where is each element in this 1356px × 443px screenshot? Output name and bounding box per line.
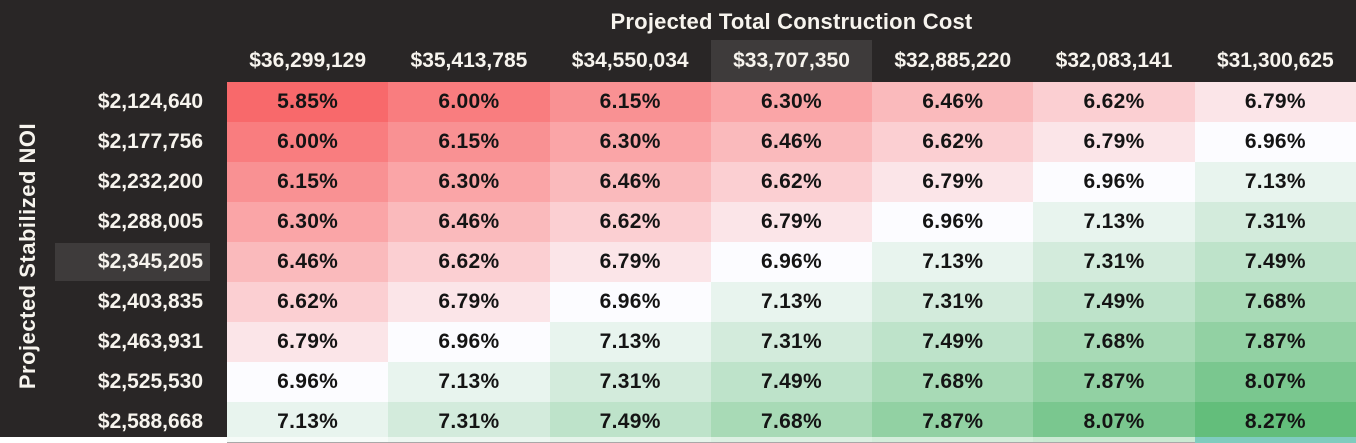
- heatmap-cell[interactable]: 7.87%: [872, 402, 1034, 442]
- heatmap-cell[interactable]: 7.31%: [388, 402, 550, 442]
- heatmap-cell[interactable]: 6.30%: [549, 122, 711, 162]
- heatmap-cell[interactable]: 6.79%: [549, 242, 711, 282]
- column-header[interactable]: $36,299,129: [249, 49, 367, 72]
- heatmap-cell[interactable]: 6.79%: [388, 282, 550, 322]
- heatmap-cell[interactable]: 6.96%: [227, 362, 389, 402]
- row-header-label: $2,588,668: [97, 410, 203, 433]
- row-header-label: $2,288,005: [97, 210, 203, 233]
- row-header[interactable]: $2,124,640: [0, 82, 227, 122]
- row-header[interactable]: $2,345,205: [0, 242, 227, 282]
- heatmap-cell[interactable]: 6.46%: [549, 162, 711, 202]
- heatmap-cell[interactable]: 8.27%: [1194, 402, 1356, 442]
- row-headers: $2,124,640 $2,177,756 $2,232,200 $2,288,005…: [0, 82, 227, 443]
- heatmap-cell[interactable]: 7.31%: [1194, 202, 1356, 242]
- heatmap-grid: 5.85% 6.00% 6.15% 6.30% 6.46% 6.62% 6.79% 6.00%…: [227, 82, 1356, 442]
- row-header[interactable]: $2,177,756: [0, 122, 227, 162]
- heatmap-cell[interactable]: 6.46%: [872, 82, 1034, 122]
- column-header[interactable]: $31,300,625: [1216, 49, 1334, 72]
- row-header-label: $2,124,640: [97, 90, 203, 113]
- heatmap-cell[interactable]: 5.85%: [227, 82, 389, 122]
- heatmap-cell[interactable]: 6.62%: [710, 162, 873, 202]
- heatmap-cell[interactable]: 8.07%: [1033, 402, 1195, 442]
- heatmap-cell[interactable]: 6.79%: [1194, 82, 1356, 122]
- heatmap-cell[interactable]: 6.00%: [227, 122, 389, 162]
- heatmap-cell[interactable]: 6.79%: [1033, 122, 1195, 162]
- heatmap-cell[interactable]: 7.49%: [1033, 282, 1195, 322]
- heatmap-cell[interactable]: 7.87%: [1194, 322, 1356, 362]
- row-header-label: $2,345,205: [97, 250, 203, 273]
- row-header[interactable]: $2,525,530: [0, 362, 227, 402]
- heatmap-cell[interactable]: 6.30%: [710, 82, 873, 122]
- row-header-label: $2,403,835: [97, 290, 203, 313]
- heatmap-cell[interactable]: 7.49%: [549, 402, 711, 442]
- column-header[interactable]: $33,707,350: [710, 40, 873, 82]
- heatmap-cell[interactable]: 6.30%: [388, 162, 550, 202]
- heatmap-cell[interactable]: 7.13%: [872, 242, 1034, 282]
- heatmap-cell[interactable]: 6.62%: [549, 202, 711, 242]
- row-header[interactable]: $2,232,200: [0, 162, 227, 202]
- heatmap-cell[interactable]: 6.96%: [549, 282, 711, 322]
- heatmap-cell[interactable]: 6.15%: [227, 162, 389, 202]
- heatmap-cell[interactable]: 7.49%: [872, 322, 1034, 362]
- heatmap-cell[interactable]: 6.96%: [1194, 122, 1356, 162]
- heatmap-cell[interactable]: 7.13%: [388, 362, 550, 402]
- heatmap-cell[interactable]: 6.62%: [227, 282, 389, 322]
- column-header[interactable]: $35,413,785: [410, 49, 528, 72]
- heatmap-cell[interactable]: 7.13%: [549, 322, 711, 362]
- bottom-edge-left: [0, 437, 227, 443]
- heatmap-cell[interactable]: 6.79%: [227, 322, 389, 362]
- heatmap-cell[interactable]: 7.13%: [710, 282, 873, 322]
- row-header[interactable]: $2,588,668: [0, 402, 227, 442]
- heatmap-cell[interactable]: 6.79%: [872, 162, 1034, 202]
- heatmap-cell[interactable]: 6.96%: [710, 242, 873, 282]
- heatmap-cell[interactable]: 6.00%: [388, 82, 550, 122]
- bottom-edge-middle: [227, 437, 1195, 443]
- heatmap-cell[interactable]: 6.46%: [227, 242, 389, 282]
- bottom-edge-right: [1195, 437, 1356, 443]
- heatmap-cell[interactable]: 6.30%: [227, 202, 389, 242]
- heatmap-cell[interactable]: 6.15%: [388, 122, 550, 162]
- heatmap-cell[interactable]: 8.07%: [1194, 362, 1356, 402]
- heatmap-cell[interactable]: 7.13%: [227, 402, 389, 442]
- heatmap-cell[interactable]: 7.68%: [1194, 282, 1356, 322]
- heatmap-cell[interactable]: 6.62%: [388, 242, 550, 282]
- heatmap-cell[interactable]: 6.79%: [710, 202, 873, 242]
- column-header[interactable]: $34,550,034: [571, 49, 689, 72]
- heatmap-cell[interactable]: 7.68%: [872, 362, 1034, 402]
- heatmap-cell[interactable]: 7.31%: [872, 282, 1034, 322]
- heatmap-cell[interactable]: 7.87%: [1033, 362, 1195, 402]
- row-header-label: $2,232,200: [97, 170, 203, 193]
- heatmap-cell[interactable]: 7.31%: [710, 322, 873, 362]
- heatmap-cell[interactable]: 6.46%: [710, 122, 873, 162]
- column-headers: $36,299,129 $35,413,785 $34,550,034 $33,707…: [227, 40, 1356, 82]
- column-header[interactable]: $32,083,141: [1055, 49, 1173, 72]
- heatmap-cell[interactable]: 6.46%: [388, 202, 550, 242]
- row-highlight-box: [55, 243, 210, 281]
- row-header-label: $2,525,530: [97, 370, 203, 393]
- table-title: Projected Total Construction Cost: [610, 9, 973, 34]
- heatmap-cell[interactable]: 7.68%: [1033, 322, 1195, 362]
- column-header[interactable]: $32,885,220: [894, 49, 1012, 72]
- heatmap-cell[interactable]: 7.13%: [1033, 202, 1195, 242]
- heatmap-cell[interactable]: 7.31%: [1033, 242, 1195, 282]
- heatmap-cell[interactable]: 6.96%: [1033, 162, 1195, 202]
- heatmap-cell[interactable]: 7.68%: [710, 402, 873, 442]
- row-header-label: $2,463,931: [97, 330, 203, 353]
- heatmap-cell[interactable]: 6.96%: [872, 202, 1034, 242]
- heatmap-cell[interactable]: 6.62%: [872, 122, 1034, 162]
- heatmap-cell[interactable]: 7.49%: [1194, 242, 1356, 282]
- heatmap-cell[interactable]: 7.31%: [549, 362, 711, 402]
- heatmap-cell[interactable]: 6.96%: [388, 322, 550, 362]
- heatmap-cell[interactable]: 7.13%: [1194, 162, 1356, 202]
- row-header-label: $2,177,756: [97, 130, 203, 153]
- row-header[interactable]: $2,463,931: [0, 322, 227, 362]
- heatmap-cell[interactable]: 7.49%: [710, 362, 873, 402]
- row-header[interactable]: $2,403,835: [0, 282, 227, 322]
- heatmap-cell[interactable]: 6.15%: [549, 82, 711, 122]
- heatmap-cell[interactable]: 6.62%: [1033, 82, 1195, 122]
- row-header[interactable]: $2,288,005: [0, 202, 227, 242]
